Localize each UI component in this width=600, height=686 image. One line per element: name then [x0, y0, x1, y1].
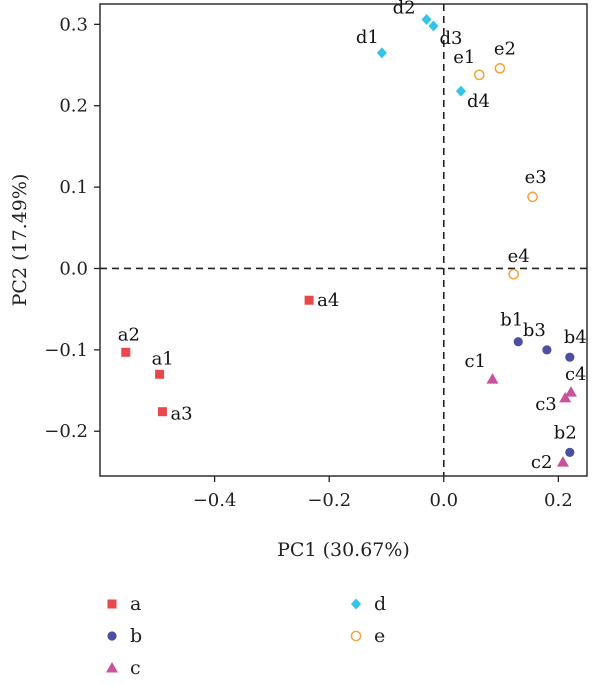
legend-item-c: c [106, 657, 141, 679]
point-label-e4: e4 [508, 246, 530, 267]
data-point-e3 [527, 191, 538, 203]
y-tick-label: −0.2 [44, 421, 88, 442]
legend: abc de [106, 593, 386, 679]
point-label-d1: d1 [356, 27, 379, 48]
data-point-b4 [565, 352, 575, 362]
point-label-a2: a2 [118, 324, 140, 345]
y-tick-label: −0.1 [44, 340, 88, 361]
plot-area: −0.4 −0.2 0.0 0.2 −0.2 −0.1 0.0 0.1 0.2 0.3 a1 a2 a3… [44, 0, 588, 511]
legend-marker-d [351, 598, 361, 610]
series-a: a1 a2 a3 a4 [118, 290, 340, 424]
x-axis-title: PC1 (30.67%) [277, 539, 410, 561]
y-tick-label: 0.3 [59, 14, 88, 35]
data-point-d4 [455, 85, 466, 97]
point-label-e3: e3 [525, 167, 547, 188]
data-point-d2 [421, 13, 432, 25]
legend-label-b: b [130, 625, 142, 647]
data-point-a4 [304, 295, 314, 305]
point-label-c1: c1 [464, 351, 486, 372]
point-label-a3: a3 [170, 404, 192, 425]
data-point-b2 [565, 447, 575, 457]
data-point-b3 [542, 345, 552, 355]
legend-marker-b [107, 631, 117, 641]
x-tick-label: −0.4 [193, 490, 237, 511]
data-point-b1 [513, 337, 523, 347]
data-point-a2 [121, 347, 131, 357]
series-d: d1 d2 d3 d4 [356, 0, 490, 112]
data-point-c1 [486, 373, 499, 384]
legend-item-b: b [107, 625, 142, 647]
x-tick-label: 0.2 [544, 490, 573, 511]
point-label-b2: b2 [554, 422, 577, 443]
series-e: e1 e2 e3 e4 [453, 38, 547, 280]
legend-item-e: e [350, 625, 385, 647]
data-point-e1 [473, 69, 485, 81]
point-label-b1: b1 [500, 310, 523, 331]
legend-item-d: d [351, 593, 386, 615]
point-label-c2: c2 [531, 452, 553, 473]
x-tick-label: −0.2 [307, 490, 351, 511]
point-label-d4: d4 [467, 91, 490, 112]
point-label-b3: b3 [523, 320, 546, 341]
legend-label-a: a [130, 593, 141, 615]
legend-label-c: c [130, 657, 141, 679]
point-label-c3: c3 [535, 394, 557, 415]
point-label-d3: d3 [439, 28, 462, 49]
data-point-c4 [564, 386, 577, 397]
legend-marker-c [106, 662, 118, 673]
legend-label-e: e [374, 625, 385, 647]
legend-marker-e [350, 630, 362, 642]
data-point-c3 [559, 391, 572, 403]
point-label-c4: c4 [565, 364, 587, 385]
data-point-a1 [155, 369, 165, 379]
data-point-a3 [157, 407, 167, 417]
point-label-d2: d2 [393, 0, 416, 18]
point-label-e1: e1 [453, 47, 475, 68]
point-label-e2: e2 [494, 38, 516, 59]
y-tick-label: 0.0 [59, 258, 88, 279]
data-point-d1 [376, 47, 387, 59]
point-label-a1: a1 [152, 348, 174, 369]
legend-label-d: d [374, 593, 386, 615]
data-point-c2 [556, 456, 569, 467]
series-b: b1 b2 b3 b4 [500, 310, 587, 457]
plot-frame [99, 3, 588, 477]
data-point-e2 [494, 62, 506, 74]
data-point-d3 [428, 20, 439, 32]
point-label-b4: b4 [564, 327, 587, 348]
point-label-a4: a4 [317, 290, 339, 311]
legend-item-a: a [107, 593, 141, 615]
data-point-e4 [508, 268, 520, 280]
y-tick-label: 0.1 [59, 177, 88, 198]
y-tick-label: 0.2 [59, 96, 88, 117]
x-tick-label: 0.0 [429, 490, 458, 511]
legend-marker-a [107, 599, 117, 609]
series-c: c1 c2 c3 c4 [464, 351, 586, 473]
y-axis-title: PC2 (17.49%) [9, 174, 31, 307]
